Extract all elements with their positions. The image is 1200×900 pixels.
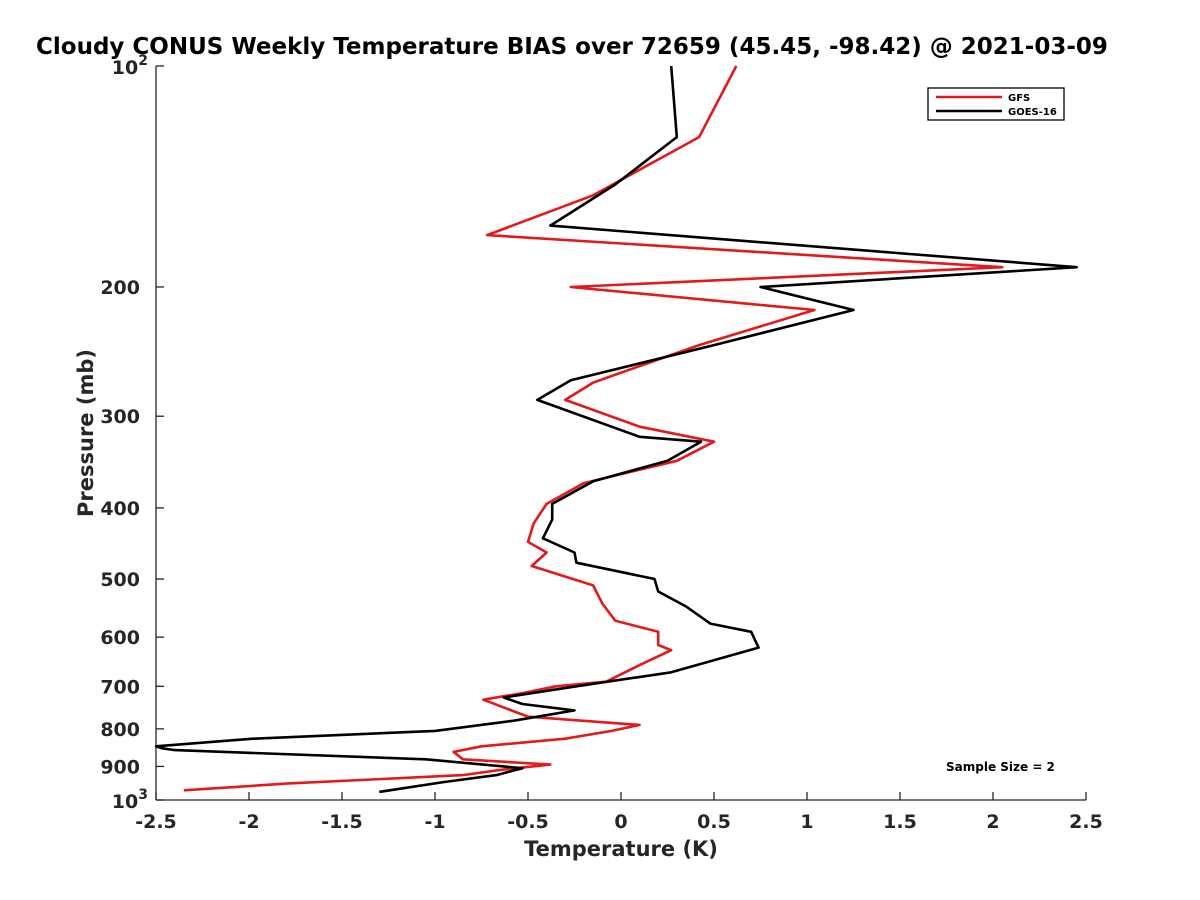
y-tick-label: 200 xyxy=(100,277,140,299)
series-layer xyxy=(154,65,1078,794)
x-tick-label: 0.5 xyxy=(697,811,731,833)
x-tick-label: 1.5 xyxy=(883,811,917,833)
y-tick-label: 300 xyxy=(100,406,140,428)
x-tick-label: -1.5 xyxy=(321,811,363,833)
y-ticks: 102 200 300 400 500 600 700 800 900 103 xyxy=(100,53,164,813)
axes-layer xyxy=(155,66,1086,801)
chart-title: Cloudy CONUS Weekly Temperature BIAS ove… xyxy=(36,34,1108,60)
series-line-gfs xyxy=(183,65,1004,792)
x-axis-label: Temperature (K) xyxy=(524,837,718,861)
y-tick-label: 400 xyxy=(100,498,140,520)
x-tick-label: -1 xyxy=(424,811,445,833)
x-ticks: -2.5 -2 -1.5 -1 -0.5 0 0.5 1 1.5 2 2.5 xyxy=(135,792,1103,833)
legend-box xyxy=(927,87,1065,121)
x-tick-label: -2 xyxy=(238,811,259,833)
y-tick-label: 900 xyxy=(100,756,140,778)
y-tick-label: 500 xyxy=(100,569,140,591)
x-tick-label: -2.5 xyxy=(135,811,177,833)
legend-label-goes16: GOES-16 xyxy=(1008,107,1057,118)
legend-label-gfs: GFS xyxy=(1008,93,1030,104)
x-tick-label: 2 xyxy=(986,811,999,833)
x-tick-label: 2.5 xyxy=(1069,811,1103,833)
x-tick-label: 0 xyxy=(614,811,627,833)
y-tick-label: 600 xyxy=(100,627,140,649)
y-tick-label: 700 xyxy=(100,676,140,698)
x-tick-label: -0.5 xyxy=(507,811,549,833)
y-tick-label: 102 xyxy=(112,53,148,79)
legend: GFS GOES-16 xyxy=(927,87,1065,121)
sample-size-annotation: Sample Size = 2 xyxy=(946,760,1055,774)
x-tick-label: 1 xyxy=(800,811,813,833)
y-axis-label: Pressure (mb) xyxy=(74,349,98,517)
y-tick-label: 800 xyxy=(100,719,140,741)
y-tick-label: 103 xyxy=(112,787,148,813)
series-line-goes16 xyxy=(154,65,1078,794)
